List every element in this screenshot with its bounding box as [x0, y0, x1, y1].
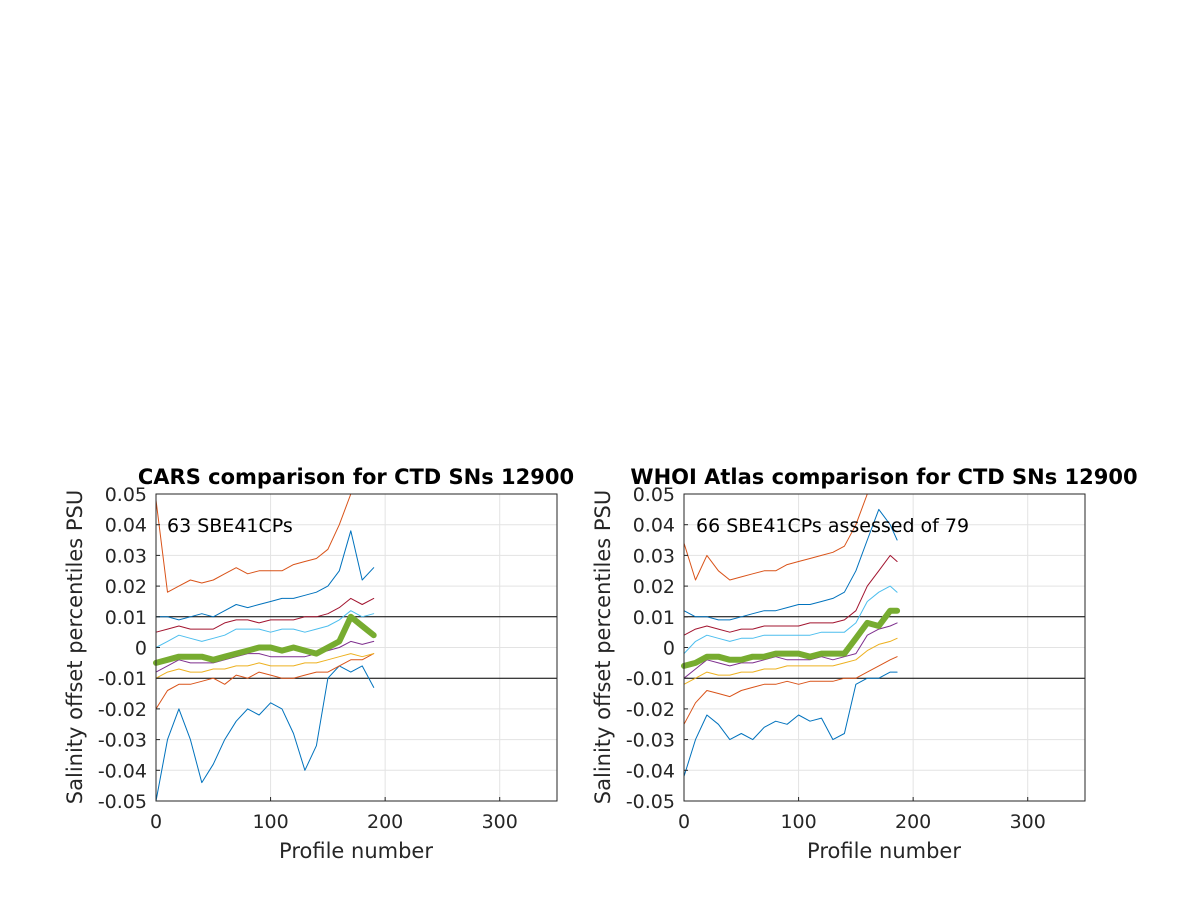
cars-y-tick-label: -0.05	[98, 791, 147, 813]
cars-y-tick-label: -0.03	[98, 730, 147, 752]
cars-y-tick-label: 0	[135, 638, 147, 660]
cars-y-tick-label: 0.02	[105, 576, 147, 598]
cars-x-tick-label: 100	[252, 811, 288, 833]
whoi-y-tick-label: 0.02	[633, 576, 675, 598]
cars-y-tick-label: 0.01	[105, 607, 147, 629]
whoi-y-tick-label: 0.03	[633, 545, 675, 567]
whoi-percentile-series-line-8	[683, 493, 898, 581]
cars-median-series-line	[153, 613, 377, 666]
whoi-percentile-series-line-1	[683, 671, 898, 777]
cars-percentile-series-line-7	[155, 530, 375, 621]
whoi-x-tick-label: 200	[895, 811, 931, 833]
cars-x-tick-label: 0	[150, 811, 162, 833]
cars-percentile-series-line-6	[155, 597, 375, 633]
whoi-comparison-panel: 0 100 200 300 -0.05 -0.04 -0.03 -0.02 -0.01 0 0.0…	[591, 465, 1138, 863]
cars-percentile-series-line-4	[155, 640, 375, 673]
cars-y-ticks: -0.05 -0.04 -0.03 -0.02 -0.01 0 0.01 0.02 0.03 0.…	[98, 484, 160, 813]
cars-y-tick-label: 0.03	[105, 545, 147, 567]
cars-comparison-panel: 0 100 200 300 -0.05 -0.04 -0.03 -0.02 -0.01 0 0.0…	[63, 465, 574, 863]
whoi-y-tick-label: -0.03	[626, 730, 675, 752]
cars-y-tick-label: -0.01	[98, 668, 147, 690]
whoi-y-tick-label: 0.04	[633, 515, 675, 537]
whoi-percentile-series-line-5	[683, 585, 898, 655]
cars-x-axis-label: Profile number	[279, 839, 433, 863]
whoi-percentile-series-line-6	[683, 554, 898, 636]
cars-y-axis-label: Salinity offset percentiles PSU	[63, 490, 87, 804]
whoi-percentile-series-line-4	[683, 622, 898, 679]
whoi-x-axis-label: Profile number	[807, 839, 961, 863]
cars-x-tick-label: 200	[367, 811, 403, 833]
whoi-y-ticks: -0.05 -0.04 -0.03 -0.02 -0.01 0 0.01 0.02 0.03 0.…	[626, 484, 688, 813]
cars-reference-lines	[156, 616, 557, 679]
cars-percentile-series-line-5	[155, 610, 375, 648]
cars-percentile-series-line-2	[155, 653, 375, 710]
whoi-x-tick-label: 100	[780, 811, 816, 833]
whoi-y-tick-label: -0.02	[626, 699, 675, 721]
whoi-x-tick-label: 0	[678, 811, 690, 833]
whoi-y-tick-label: 0	[663, 638, 675, 660]
whoi-annotation: 66 SBE41CPs assessed of 79	[696, 515, 969, 537]
cars-y-tick-label: -0.02	[98, 699, 147, 721]
cars-x-tick-label: 300	[482, 811, 518, 833]
whoi-percentile-series-line-2	[683, 656, 898, 725]
cars-percentile-series-line-8	[155, 493, 375, 593]
whoi-x-tick-label: 300	[1010, 811, 1046, 833]
cars-y-tick-label: 0.05	[105, 484, 147, 506]
cars-percentile-series-line-3	[155, 653, 375, 679]
whoi-chart-title: WHOI Atlas comparison for CTD SNs 12900	[630, 465, 1137, 489]
cars-chart-title: CARS comparison for CTD SNs 12900	[138, 465, 574, 489]
whoi-y-tick-label: -0.01	[626, 668, 675, 690]
cars-y-tick-label: -0.04	[98, 760, 147, 782]
cars-y-tick-label: 0.04	[105, 515, 147, 537]
whoi-percentile-series-line-7	[683, 508, 898, 621]
whoi-y-tick-label: -0.04	[626, 760, 675, 782]
cars-gridlines	[155, 493, 557, 802]
whoi-y-tick-label: 0.05	[633, 484, 675, 506]
cars-percentile-series-line-1	[155, 665, 375, 802]
whoi-percentile-series-line-3	[683, 637, 898, 685]
cars-x-ticks: 0 100 200 300	[150, 797, 518, 833]
whoi-y-tick-label: -0.05	[626, 791, 675, 813]
cars-series	[153, 493, 377, 802]
cars-annotation: 63 SBE41CPs	[167, 515, 293, 537]
whoi-y-tick-label: 0.01	[633, 607, 675, 629]
whoi-y-axis-label: Salinity offset percentiles PSU	[591, 490, 615, 804]
whoi-gridlines	[683, 493, 1085, 802]
whoi-x-ticks: 0 100 200 300	[678, 797, 1046, 833]
whoi-median-series-line	[681, 607, 901, 669]
whoi-series	[681, 493, 901, 777]
